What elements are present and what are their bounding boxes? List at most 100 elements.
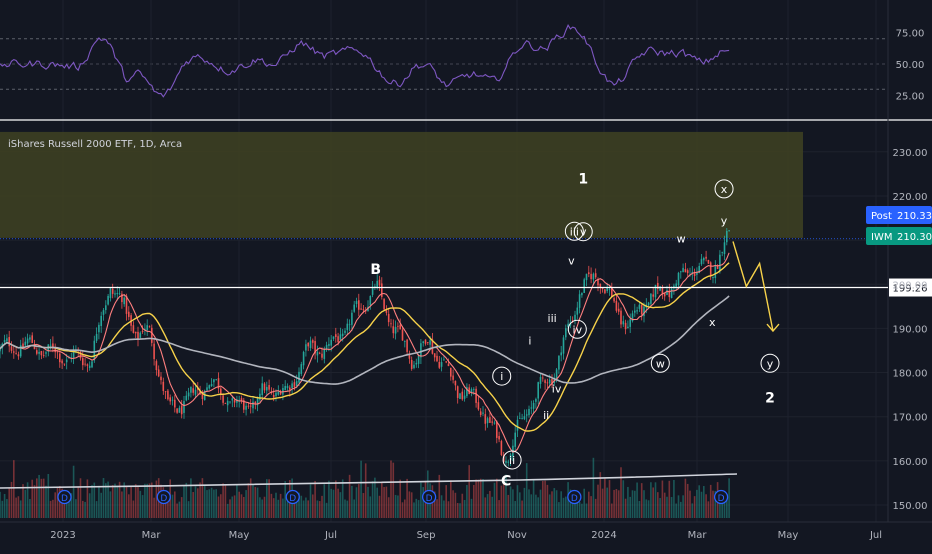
candle-body[interactable] [107,295,109,305]
candle-body[interactable] [693,272,696,277]
candle-body[interactable] [592,273,595,280]
candle-body[interactable] [597,279,599,286]
candle-body[interactable] [10,346,13,351]
candle-body[interactable] [516,419,519,431]
candle-body[interactable] [190,386,192,393]
candle-body[interactable] [712,276,714,279]
candle-body[interactable] [208,385,211,389]
candle-body[interactable] [72,350,75,358]
wave-label[interactable]: w [677,232,686,245]
candle-body[interactable] [316,351,319,356]
candle-body[interactable] [8,337,10,347]
candle-body[interactable] [224,403,227,404]
candle-body[interactable] [420,343,422,358]
candle-body[interactable] [174,399,176,408]
candle-body[interactable] [40,351,43,356]
candle-body[interactable] [376,280,378,288]
candle-body[interactable] [381,283,383,297]
candle-body[interactable] [624,322,627,330]
candle-body[interactable] [252,401,254,409]
candle-body[interactable] [408,353,411,359]
candle-body[interactable] [164,391,167,393]
candle-body[interactable] [438,361,441,368]
candle-body[interactable] [358,300,360,310]
candle-body[interactable] [176,408,178,413]
candle-body[interactable] [440,362,443,367]
candle-body[interactable] [312,340,314,343]
wave-label[interactable]: C [501,474,511,490]
candle-body[interactable] [496,421,498,438]
candle-body[interactable] [663,292,666,297]
candle-body[interactable] [631,313,634,322]
candle-body[interactable] [436,355,438,362]
candle-body[interactable] [578,294,581,308]
candle-body[interactable] [585,273,588,281]
candle-body[interactable] [640,304,643,315]
candle-body[interactable] [507,461,510,463]
candle-body[interactable] [466,387,468,397]
candle-body[interactable] [601,287,604,289]
candle-body[interactable] [452,375,454,380]
candle-body[interactable] [454,380,457,386]
candle-body[interactable] [3,340,6,343]
candle-body[interactable] [622,321,625,325]
candle-body[interactable] [231,398,234,401]
candle-body[interactable] [443,359,445,361]
candle-body[interactable] [148,326,151,328]
candle-body[interactable] [266,386,268,391]
candle-body[interactable] [383,298,385,310]
candle-body[interactable] [121,293,123,303]
dividend-marker[interactable] [421,489,437,505]
candle-body[interactable] [323,348,326,359]
candle-body[interactable] [275,392,277,397]
wave-label[interactable]: i [500,370,503,383]
wave-label[interactable]: B [370,262,381,278]
candle-body[interactable] [723,242,726,255]
candle-body[interactable] [399,324,401,330]
candle-body[interactable] [397,325,399,327]
candle-body[interactable] [417,355,420,364]
candle-body[interactable] [650,293,652,304]
candle-body[interactable] [562,337,565,354]
candle-body[interactable] [318,352,321,354]
candle-body[interactable] [567,323,569,328]
candle-body[interactable] [305,344,307,351]
candle-body[interactable] [521,418,523,419]
candle-body[interactable] [215,379,217,380]
candle-body[interactable] [279,392,282,395]
candle-body[interactable] [293,382,296,388]
candle-body[interactable] [261,383,263,396]
candle-body[interactable] [256,397,259,406]
candle-body[interactable] [675,283,677,287]
candle-body[interactable] [415,362,418,365]
candle-body[interactable] [56,351,59,353]
candle-body[interactable] [611,287,613,297]
candle-body[interactable] [475,388,477,403]
wave-label[interactable]: 1 [578,171,588,187]
candle-body[interactable] [254,401,257,404]
candle-body[interactable] [493,422,496,424]
candle-body[interactable] [162,381,165,391]
candle-body[interactable] [385,310,388,313]
candle-body[interactable] [169,397,171,402]
candle-body[interactable] [321,353,323,358]
candle-body[interactable] [84,363,86,365]
candle-body[interactable] [6,338,8,342]
candle-body[interactable] [532,402,535,409]
candle-body[interactable] [13,351,15,353]
candle-body[interactable] [59,353,61,363]
candle-body[interactable] [604,289,606,294]
candle-body[interactable] [100,315,102,326]
candle-body[interactable] [277,391,280,395]
dividend-marker[interactable] [57,489,72,505]
candle-body[interactable] [341,333,344,336]
candle-body[interactable] [125,295,128,314]
candle-body[interactable] [525,414,528,416]
candle-body[interactable] [484,414,487,424]
target-zone[interactable] [0,131,803,238]
candle-body[interactable] [479,411,482,416]
candle-body[interactable] [328,343,330,346]
candle-body[interactable] [401,329,404,341]
